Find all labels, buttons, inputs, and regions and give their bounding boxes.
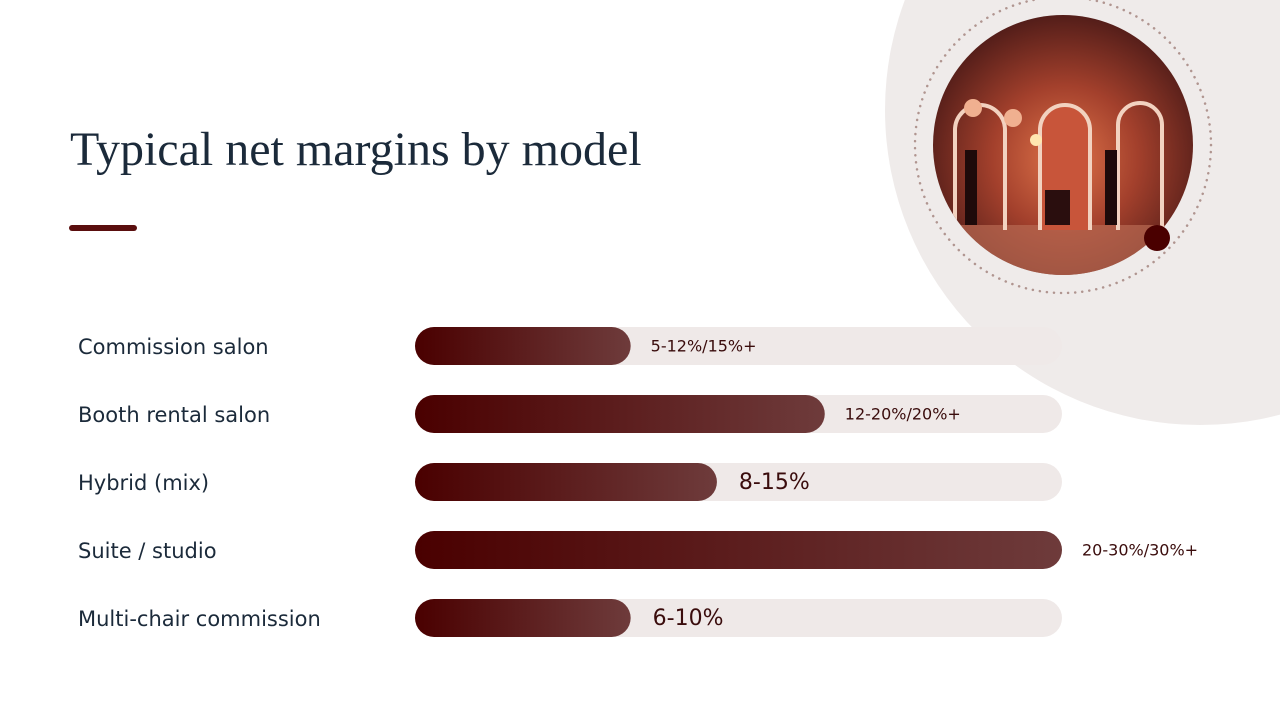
category-label: Multi-chair commission [78,607,321,631]
category-label: Hybrid (mix) [78,471,209,495]
bar [415,463,717,501]
value-label: 5-12%/15%+ [651,337,757,356]
bar [415,599,631,637]
bar [415,395,825,433]
dotted-ring [913,0,1213,295]
value-label: 12-20%/20%+ [845,405,961,424]
category-label: Booth rental salon [78,403,270,427]
category-label: Commission salon [78,335,269,359]
bar [415,531,1062,569]
value-label: 6-10% [653,606,724,631]
salon-image [933,15,1193,275]
bar [415,327,631,365]
value-label: 20-30%/30%+ [1082,541,1198,560]
accent-dot [1144,225,1170,251]
chart-title: Typical net margins by model [70,123,642,176]
value-label: 8-15% [739,470,810,495]
category-label: Suite / studio [78,539,217,563]
title-underline [69,225,137,231]
